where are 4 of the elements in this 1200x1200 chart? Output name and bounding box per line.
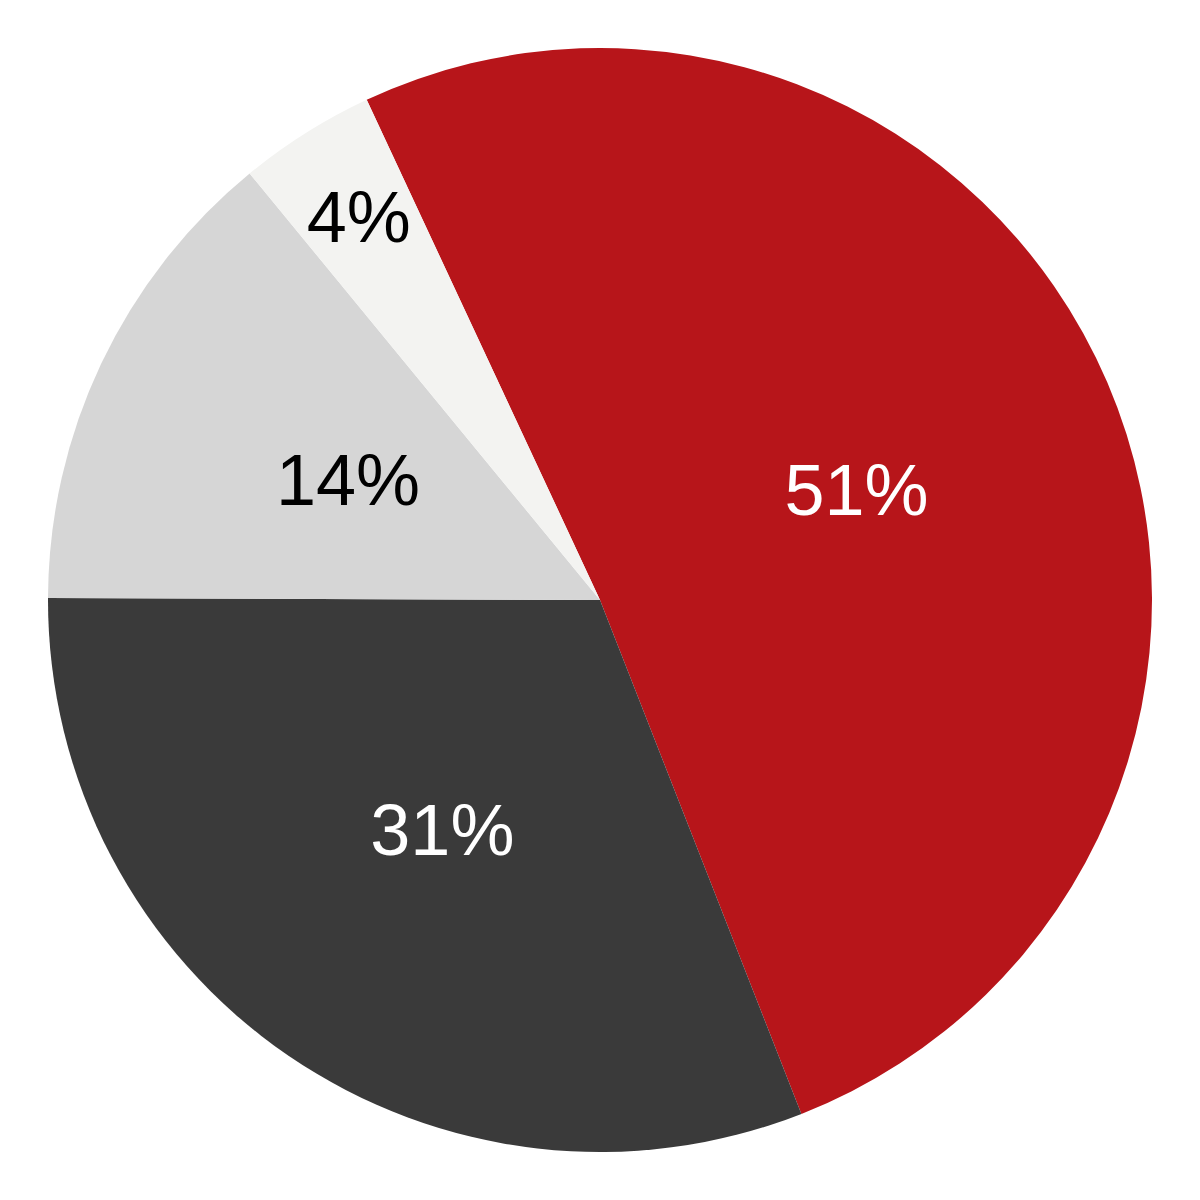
data-label: 4%	[306, 176, 411, 257]
data-label: 14%	[275, 440, 421, 521]
data-label: 51%	[784, 450, 929, 531]
data-label: 31%	[370, 790, 515, 871]
